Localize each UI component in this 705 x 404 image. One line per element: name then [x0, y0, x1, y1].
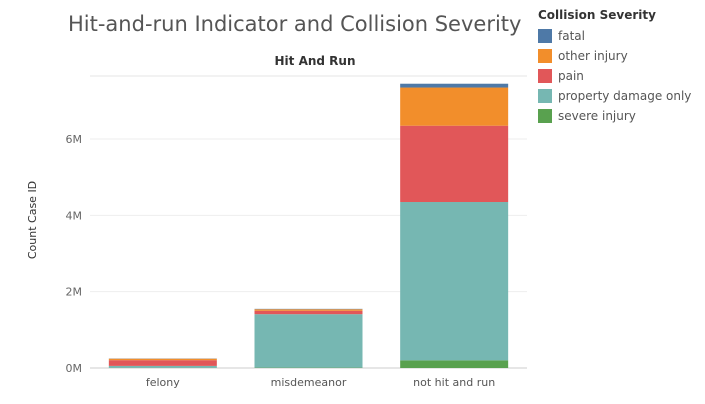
x-tick-label: misdemeanor: [271, 376, 347, 389]
legend-label: property damage only: [558, 89, 692, 103]
legend-label: fatal: [558, 29, 585, 43]
legend-swatch: [538, 109, 552, 123]
bar-segment: [400, 360, 509, 368]
legend-title: Collision Severity: [538, 8, 656, 22]
bar-segment: [108, 360, 217, 366]
y-tick-label: 0M: [66, 362, 83, 375]
bar-segment: [254, 309, 363, 311]
bar-segment: [400, 125, 509, 203]
bar-segment: [400, 87, 509, 126]
legend-swatch: [538, 49, 552, 63]
legend-swatch: [538, 89, 552, 103]
legend-swatch: [538, 69, 552, 83]
x-tick-label: not hit and run: [413, 376, 495, 389]
bar-segment: [400, 83, 509, 88]
y-tick-label: 6M: [66, 133, 83, 146]
legend-item[interactable]: fatal: [538, 26, 691, 46]
legend: Collision Severity fatal other injury pain…: [538, 8, 691, 126]
legend-label: other injury: [558, 49, 628, 63]
legend-label: pain: [558, 69, 584, 83]
legend-item[interactable]: other injury: [538, 46, 691, 66]
bar-segment: [108, 365, 217, 368]
bar-segment: [254, 314, 363, 368]
bar-segment: [254, 310, 363, 315]
legend-label: severe injury: [558, 109, 636, 123]
x-tick-label: felony: [146, 376, 180, 389]
legend-item[interactable]: severe injury: [538, 106, 691, 126]
bar-segment: [108, 358, 217, 361]
column-header: Hit And Run: [275, 54, 356, 68]
bar-segment: [400, 202, 509, 361]
legend-swatch: [538, 29, 552, 43]
y-tick-label: 2M: [66, 286, 83, 299]
legend-item[interactable]: pain: [538, 66, 691, 86]
y-tick-label: 4M: [66, 209, 83, 222]
y-axis-label: Count Case ID: [26, 181, 39, 259]
legend-item[interactable]: property damage only: [538, 86, 691, 106]
page-title: Hit-and-run Indicator and Collision Seve…: [68, 12, 522, 36]
